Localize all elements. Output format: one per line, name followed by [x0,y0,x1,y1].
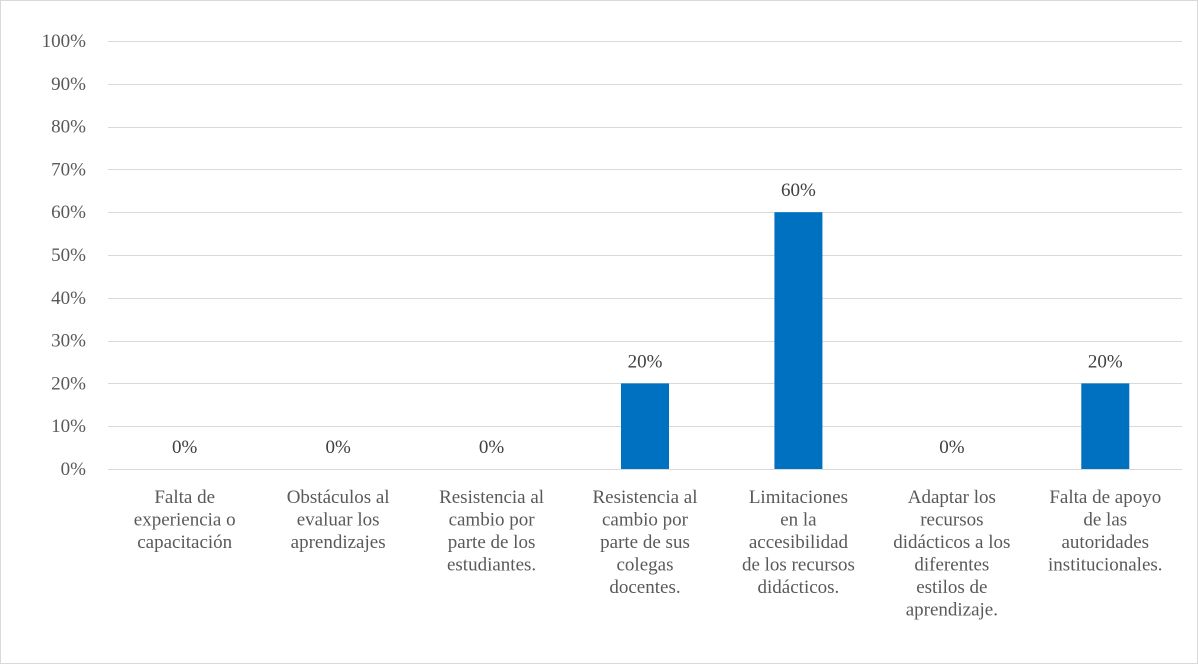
bars [621,212,1130,469]
y-axis-ticks: 0% 10% 20% 30% 40% 50% 60% 70% 80% 90% 100% [42,31,87,480]
category-label-line: didácticos. [758,577,840,598]
category-label: Resistencia al cambio por parte de sus cole… [593,487,698,598]
category-label-line: colegas [617,555,674,576]
category-label-line: recursos [920,510,983,531]
category-label: Limitaciones en la accesibilidad de los rec… [742,487,855,598]
category-label-line: institucionales. [1048,555,1163,576]
category-label: Resistencia al cambio por parte de los estu… [439,487,544,576]
category-label-line: diferentes [914,555,989,576]
category-label-line: accesibilidad [749,532,849,553]
y-tick-label: 80% [51,117,86,138]
category-label-line: parte de sus [600,532,690,553]
category-label-line: Resistencia al [593,487,698,508]
category-label-line: docentes. [609,577,680,598]
category-label-line: estudiantes. [447,555,536,576]
category-label: Adaptar los recursos didácticos a los difer… [893,487,1010,621]
category-label-line: Obstáculos al [287,487,390,508]
y-tick-label: 30% [51,331,86,352]
category-label-line: Falta de apoyo [1049,487,1161,508]
category-label-line: aprendizaje. [906,600,998,621]
y-tick-label: 60% [51,202,86,223]
category-label: Obstáculos al evaluar los aprendizajes [287,487,390,553]
data-label: 0% [172,437,198,458]
data-label: 20% [628,351,663,372]
y-tick-label: 40% [51,288,86,309]
category-label-line: capacitación [137,532,232,553]
category-label-line: aprendizajes [291,532,386,553]
category-label: Falta de experiencia o capacitación [134,487,236,553]
gridlines [108,41,1182,470]
data-label: 0% [939,437,965,458]
bar [774,212,823,469]
y-tick-label: 100% [42,31,87,52]
category-label-line: de las [1083,510,1127,531]
y-tick-label: 50% [51,245,86,266]
category-label-line: evaluar los [297,510,380,531]
category-label: Falta de apoyo de las autoridades instituci… [1048,487,1163,576]
category-label-line: de los recursos [742,555,855,576]
data-label: 0% [479,437,505,458]
category-label-line: cambio por [449,510,536,531]
y-tick-label: 70% [51,159,86,180]
y-tick-label: 0% [61,459,87,480]
category-label-line: Limitaciones [749,487,848,508]
category-label-line: Adaptar los [908,487,996,508]
x-axis-categories: Falta de experiencia o capacitación Obstácu… [134,487,1163,621]
category-label-line: experiencia o [134,510,236,531]
category-label-line: parte de los [448,532,536,553]
category-label-line: Falta de [154,487,215,508]
data-label: 60% [781,180,816,201]
data-labels: 0% 0% 0% 20% 60% 0% 20% [172,180,1123,458]
y-tick-label: 20% [51,373,86,394]
y-tick-label: 90% [51,74,86,95]
category-label-line: en la [780,510,817,531]
bar [621,383,669,469]
category-label-line: autoridades [1061,532,1149,553]
y-tick-label: 10% [51,416,86,437]
bar [1081,383,1130,469]
data-label: 0% [325,437,351,458]
category-label-line: Resistencia al [439,487,544,508]
category-label-line: didácticos a los [893,532,1010,553]
category-label-line: estilos de [916,577,987,598]
data-label: 20% [1088,351,1123,372]
category-label-line: cambio por [602,510,689,531]
